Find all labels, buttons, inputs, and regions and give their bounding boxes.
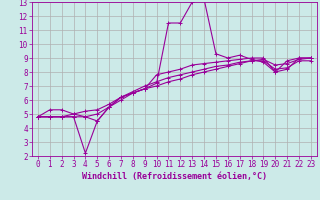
X-axis label: Windchill (Refroidissement éolien,°C): Windchill (Refroidissement éolien,°C)	[82, 172, 267, 181]
